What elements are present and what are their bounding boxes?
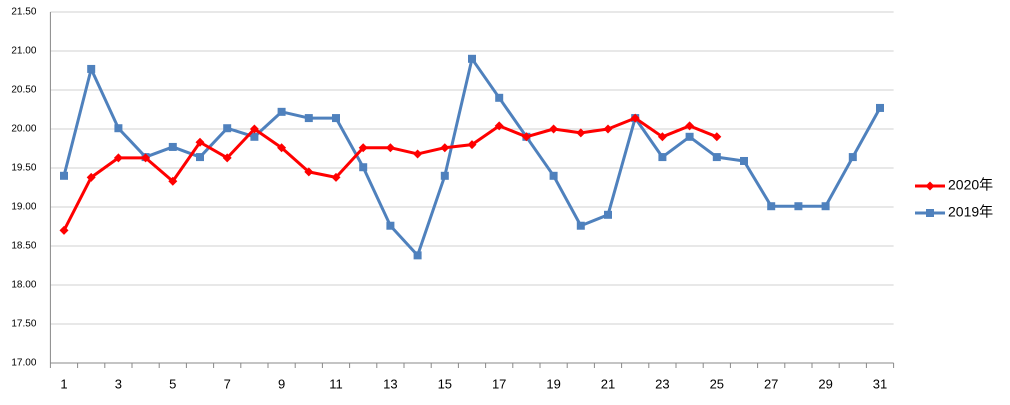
marker xyxy=(60,171,68,180)
marker xyxy=(467,140,477,150)
x-tick-label: 23 xyxy=(655,376,669,391)
y-tick-label: 21.00 xyxy=(11,46,36,57)
marker xyxy=(657,132,667,142)
marker xyxy=(195,137,205,147)
x-tick-label: 27 xyxy=(764,376,778,391)
y-tick-label: 17.00 xyxy=(11,358,36,369)
marker xyxy=(413,149,423,159)
x-tick-label: 29 xyxy=(818,376,832,391)
x-tick-label: 11 xyxy=(329,376,343,391)
x-tick-label: 19 xyxy=(546,376,560,391)
marker xyxy=(222,153,232,163)
y-tick-label: 19.00 xyxy=(11,202,36,213)
marker xyxy=(821,202,830,211)
x-tick-label: 15 xyxy=(438,376,452,391)
x-tick-label: 3 xyxy=(115,376,122,391)
marker xyxy=(277,107,286,116)
x-tick-label: 17 xyxy=(492,376,506,391)
marker xyxy=(304,167,314,177)
marker xyxy=(576,128,586,138)
marker xyxy=(848,153,857,162)
marker xyxy=(576,221,585,230)
marker xyxy=(332,114,340,123)
marker xyxy=(87,64,96,73)
x-tick-label: 9 xyxy=(278,376,285,391)
x-tick-label: 5 xyxy=(169,376,176,391)
marker xyxy=(249,124,259,134)
marker xyxy=(250,132,259,141)
legend-label: 2019年 xyxy=(948,204,993,220)
marker xyxy=(304,114,313,123)
marker xyxy=(86,172,96,182)
series-line xyxy=(62,57,882,257)
marker xyxy=(630,113,640,123)
marker xyxy=(740,156,748,165)
marker xyxy=(658,153,667,162)
marker xyxy=(521,132,531,142)
marker xyxy=(767,202,776,211)
marker xyxy=(277,143,287,153)
marker xyxy=(331,172,341,182)
marker xyxy=(495,93,504,102)
marker xyxy=(358,143,368,153)
marker xyxy=(712,153,721,162)
marker xyxy=(114,124,123,133)
marker xyxy=(468,54,476,63)
marker xyxy=(196,153,204,162)
marker xyxy=(604,210,612,219)
y-tick-label: 18.50 xyxy=(11,241,36,252)
marker xyxy=(359,163,368,172)
marker xyxy=(712,132,722,142)
marker xyxy=(794,202,803,211)
marker xyxy=(113,153,123,163)
x-tick-label: 7 xyxy=(224,376,231,391)
x-tick-label: 21 xyxy=(601,376,615,391)
x-tick-label: 13 xyxy=(383,376,397,391)
x-tick-label: 31 xyxy=(873,376,887,391)
marker xyxy=(413,251,422,260)
marker xyxy=(385,143,395,153)
marker xyxy=(925,181,935,191)
marker xyxy=(386,221,395,230)
y-tick-label: 19.50 xyxy=(11,163,36,174)
x-tick-label: 25 xyxy=(710,376,724,391)
marker xyxy=(494,121,504,131)
marker xyxy=(603,124,613,134)
y-tick-label: 20.00 xyxy=(11,124,36,135)
marker xyxy=(223,124,232,133)
y-tick-label: 21.50 xyxy=(11,7,36,18)
legend-label: 2020年 xyxy=(948,177,993,193)
marker xyxy=(141,153,151,163)
marker xyxy=(168,142,177,151)
y-tick-label: 20.50 xyxy=(11,85,36,96)
marker xyxy=(440,171,449,180)
marker xyxy=(549,171,558,180)
marker xyxy=(926,209,934,217)
y-tick-label: 18.00 xyxy=(11,280,36,291)
marker xyxy=(876,103,884,112)
marker xyxy=(59,225,69,235)
marker xyxy=(685,132,694,141)
marker xyxy=(168,176,178,186)
y-tick-label: 17.50 xyxy=(11,319,36,330)
marker xyxy=(440,143,450,153)
marker xyxy=(685,121,695,131)
marker xyxy=(549,124,559,134)
x-tick-label: 1 xyxy=(60,376,67,391)
